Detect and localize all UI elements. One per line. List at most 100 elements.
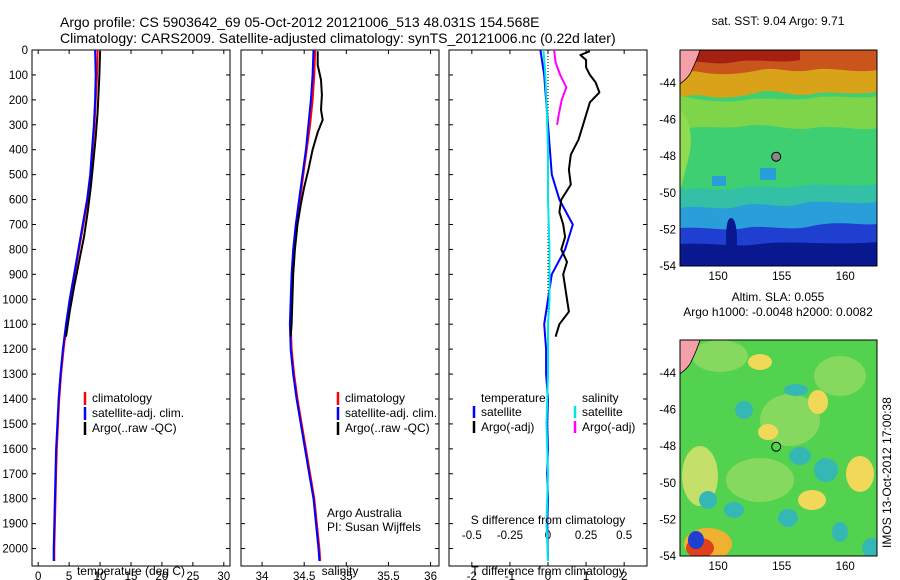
temperature-series-argo-raw-qc (65, 51, 102, 337)
difference-series-salinity-argo-adj (553, 49, 568, 125)
x-tick-label: 20 (156, 571, 169, 580)
sst-map-title: sat. SST: 9.04 Argo: 9.71 (712, 14, 845, 28)
legend-label-climatology: climatology (92, 391, 152, 405)
axis-ticks: 0100200300400500600700800900100011001200… (2, 45, 877, 580)
x-tick-label: 35 (340, 571, 353, 580)
longitude-tick-label: 150 (709, 561, 728, 573)
profile-series (52, 49, 601, 562)
depth-tick-label: 1700 (2, 469, 28, 481)
sla-map-title-line1: Altim. SLA: 0.055 (732, 290, 825, 304)
x-tick-label-secondary: -0.5 (462, 530, 482, 542)
legend-head-temperature: temperature (481, 391, 546, 405)
legend-label-temperature-satellite: satellite (481, 405, 522, 419)
figure-title-line2: Climatology: CARS2009. Satellite-adjuste… (60, 30, 616, 46)
x-tick-label: 25 (186, 571, 199, 580)
latitude-tick-label: -48 (659, 441, 676, 453)
x-tick-label: 0 (35, 571, 41, 580)
legend-label-salinity-satellite: satellite (582, 405, 623, 419)
longitude-tick-label: 155 (772, 561, 791, 573)
legend-label-climatology: climatology (345, 391, 405, 405)
latitude-tick-label: -54 (659, 551, 676, 563)
figure-title-line1: Argo profile: CS 5903642_69 05-Oct-2012 … (60, 14, 540, 30)
x-tick-label-secondary: 0.25 (575, 530, 597, 542)
longitude-tick-label: 150 (709, 271, 728, 283)
temperature-panel (31, 49, 231, 567)
depth-tick-label: 200 (9, 95, 28, 107)
depth-tick-label: 1900 (2, 519, 28, 531)
salinity-axis-label: salinity (322, 564, 359, 578)
depth-tick-label: 2000 (2, 544, 28, 556)
legend-label-temperature-argo: Argo(-adj) (481, 420, 534, 434)
depth-tick-label: 1600 (2, 444, 28, 456)
depth-tick-label: 1100 (3, 319, 28, 331)
temperature-series-satellite-adj-clim (52, 49, 97, 561)
depth-tick-label: 0 (22, 45, 28, 57)
imos-date-stamp: IMOS 13-Oct-2012 17:00:38 (880, 397, 894, 548)
depth-tick-label: 800 (9, 244, 28, 256)
difference-series-salinity-satellite (542, 49, 551, 562)
credit-line2: PI: Susan Wijffels (327, 520, 421, 534)
latitude-tick-label: -44 (659, 368, 676, 380)
latitude-tick-label: -46 (659, 115, 676, 127)
sla-map-frame (679, 339, 878, 557)
legend-head-salinity: salinity (582, 391, 619, 405)
legend-label-salinity-argo: Argo(-adj) (582, 420, 635, 434)
x-tick-label: 0 (545, 571, 551, 580)
x-tick-label: 34.5 (293, 571, 315, 580)
x-tick-label: 35.5 (377, 571, 399, 580)
salinity-legend: climatology satellite-adj. clim. Argo(..… (336, 391, 437, 435)
float-marker (771, 151, 782, 162)
x-tick-label: 36 (424, 571, 437, 580)
sst-map-frame (679, 49, 878, 267)
x-tick-label: -1 (505, 571, 515, 580)
latitude-tick-label: -50 (659, 478, 676, 490)
salinity-series-satellite-adj-clim (288, 49, 321, 562)
x-tick-label: 34 (256, 571, 269, 580)
depth-tick-label: 700 (9, 219, 28, 231)
longitude-tick-label: 155 (772, 271, 791, 283)
t-difference-axis-label: T difference from climatology (471, 564, 625, 578)
depth-tick-label: 1200 (2, 344, 28, 356)
depth-tick-label: 300 (9, 120, 28, 132)
x-tick-label: 30 (217, 571, 230, 580)
s-difference-axis-label: S difference from climatology (471, 513, 626, 527)
depth-tick-label: 1000 (2, 294, 28, 306)
x-tick-label: 1 (583, 571, 589, 580)
sla-heatmap (680, 340, 877, 556)
depth-tick-label: 400 (9, 145, 28, 157)
depth-tick-label: 1400 (2, 394, 28, 406)
temperature-legend: climatology satellite-adj. clim. Argo(..… (83, 391, 184, 435)
longitude-tick-label: 160 (836, 561, 855, 573)
sla-map-title-line2: Argo h1000: -0.0048 h2000: 0.0082 (683, 305, 873, 319)
x-tick-label: 2 (621, 571, 627, 580)
credit-line1: Argo Australia (327, 506, 402, 520)
depth-tick-label: 1800 (2, 494, 28, 506)
depth-tick-label: 500 (9, 170, 28, 182)
salinity-panel (240, 49, 440, 567)
legend-label-satellite: satellite-adj. clim. (92, 406, 184, 420)
depth-tick-label: 600 (9, 195, 28, 207)
latitude-tick-label: -52 (659, 224, 676, 236)
difference-legend: temperature satellite Argo(-adj) salinit… (472, 391, 635, 434)
legend-label-argo: Argo(..raw -QC) (92, 421, 177, 435)
x-tick-label: -2 (467, 571, 477, 580)
x-tick-label-secondary: -0.25 (497, 530, 523, 542)
depth-tick-label: 1500 (2, 419, 28, 431)
depth-tick-label: 1300 (2, 369, 28, 381)
difference-series-temperature-argo-adj (554, 50, 601, 337)
x-tick-label: 10 (94, 571, 107, 580)
legend-label-argo: Argo(..raw -QC) (345, 421, 430, 435)
latitude-tick-label: -44 (659, 78, 676, 90)
salinity-series-argo-raw-qc (289, 51, 324, 337)
latitude-tick-label: -54 (659, 261, 676, 273)
x-tick-label: 15 (125, 571, 138, 580)
latitude-tick-label: -50 (659, 188, 676, 200)
temperature-axis-label: temperature (deg C) (77, 564, 185, 578)
longitude-tick-label: 160 (836, 271, 855, 283)
x-tick-label-secondary: 0.5 (616, 530, 632, 542)
float-marker (771, 441, 782, 452)
x-tick-label: 5 (66, 571, 72, 580)
depth-tick-label: 100 (9, 70, 28, 82)
latitude-tick-label: -52 (659, 514, 676, 526)
